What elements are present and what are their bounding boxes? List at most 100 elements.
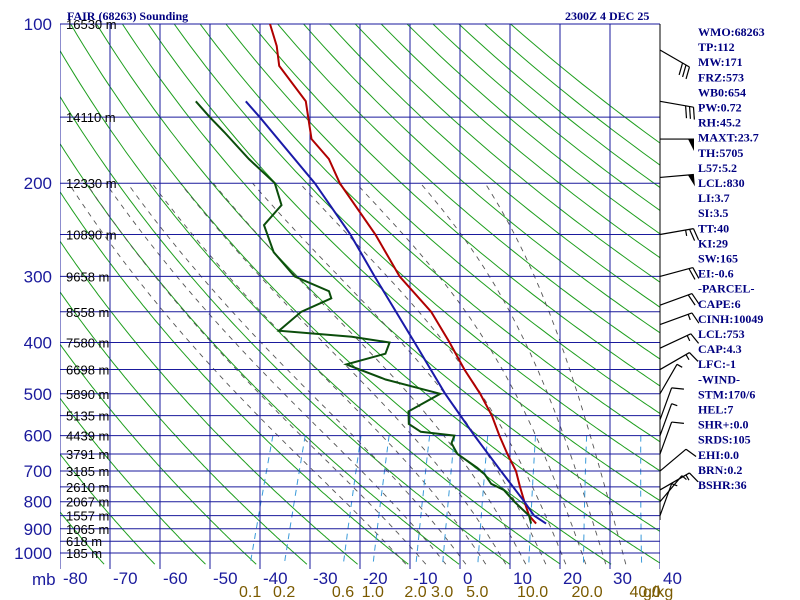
height-label: 5135 m: [66, 409, 109, 424]
wind-barb-staff: [659, 49, 690, 68]
sounding-time: 2300Z 4 DEC 25: [565, 9, 649, 23]
temperature-tick-label: -10: [413, 569, 438, 588]
dry-adiabat: [303, 24, 660, 334]
temperature-tick-label: -70: [113, 569, 138, 588]
index-line: BRN:0.2: [698, 463, 742, 477]
wind-barb-flag: [688, 229, 696, 241]
index-line: L57:5.2: [698, 161, 737, 175]
dry-adiabat: [60, 453, 156, 565]
dry-adiabat: [354, 24, 660, 283]
temperature-tick-label: -50: [213, 569, 238, 588]
mixing-ratio-label: 0.1: [239, 584, 261, 600]
wind-barb-half-flag: [686, 335, 691, 342]
index-line: SHR+:0.0: [698, 418, 749, 432]
wind-barb-half-flag: [685, 354, 690, 361]
wind-barb-staff: [659, 483, 673, 516]
height-label: 10890 m: [66, 228, 117, 243]
wind-barb: [659, 228, 700, 241]
wind-barb-flag: [678, 62, 684, 76]
index-line: -PARCEL-: [698, 282, 754, 296]
mixing-ratio-label: 10.0: [517, 584, 548, 600]
wind-barb-flag: [689, 472, 699, 483]
index-line: TP:112: [698, 40, 735, 54]
dry-adiabat: [60, 397, 206, 565]
wind-barb-staff: [659, 448, 687, 472]
wind-barb: [659, 292, 700, 306]
height-label: 1065 m: [66, 522, 109, 537]
moist-adiabat: [105, 182, 447, 565]
index-line: MAXT:23.7: [698, 131, 759, 145]
dry-adiabat: [60, 343, 257, 565]
height-label: 14110 m: [66, 110, 116, 125]
wind-barb-staff: [659, 333, 692, 349]
dry-adiabat: [60, 142, 460, 565]
pressure-tick-label: 800: [24, 493, 52, 512]
mixing-ratio-label: 5.0: [466, 584, 488, 600]
mixing-ratio-label: 20.0: [572, 584, 603, 600]
wind-barb: [659, 352, 699, 371]
pressure-tick-label: 200: [24, 174, 52, 193]
wind-barb-flag: [685, 66, 691, 80]
dewpoint-profile: [195, 100, 533, 524]
index-line: RH:45.2: [698, 116, 741, 130]
wind-barb-flag: [691, 312, 700, 324]
dry-adiabat: [329, 24, 660, 308]
wind-barb-flag: [690, 333, 700, 344]
wind-barb-flag: [692, 228, 700, 241]
moist-adiabat: [86, 182, 427, 565]
wind-barb: [659, 475, 687, 503]
height-label: 618 m: [66, 534, 102, 549]
wind-barb-half-flag: [687, 314, 691, 321]
mixing-ratio-line: [283, 435, 306, 565]
wind-barb: [659, 448, 697, 472]
wind-barb-flag: [671, 421, 684, 424]
wind-barb: [659, 333, 700, 349]
moist-adiabat: [299, 182, 567, 565]
height-label: 2610 m: [66, 480, 109, 495]
dry-adiabat: [380, 24, 660, 259]
dry-adiabat: [277, 24, 660, 360]
mixing-ratio-line: [477, 435, 489, 565]
wind-barb: [659, 100, 695, 120]
index-line: STM:170/6: [698, 387, 755, 401]
dry-adiabat: [60, 49, 561, 565]
mixing-ratio-line: [640, 435, 643, 565]
wind-barb-staff: [659, 267, 693, 277]
dry-adiabat: [96, 24, 660, 564]
mixing-ratio-line: [415, 435, 431, 565]
mixing-ratio-lines: [249, 435, 643, 565]
mixing-ratio-line: [583, 435, 588, 565]
index-line: -WIND-: [698, 372, 740, 386]
index-line: TH:5705: [698, 146, 743, 160]
dry-adiabat: [60, 240, 358, 565]
height-label: 6698 m: [66, 363, 109, 378]
wind-barb: [659, 421, 684, 455]
wind-barb-flag: [671, 387, 684, 390]
wind-barb-flag: [692, 267, 700, 279]
wind-barb-staff: [659, 312, 693, 326]
parcel-profile: [245, 100, 547, 525]
dry-adiabat: [251, 24, 660, 387]
moist-adiabat: [151, 182, 487, 565]
moist-adiabat: [484, 182, 627, 565]
wind-barb-half-flag: [671, 403, 678, 407]
index-line: EHI:0.0: [698, 448, 739, 462]
wind-barb-staff: [659, 352, 690, 371]
wind-barb-staff: [659, 364, 678, 395]
moist-adiabat: [127, 182, 467, 565]
index-line: LCL:753: [698, 327, 745, 341]
temperature-profile: [269, 24, 537, 525]
height-label: 8558 m: [66, 305, 109, 320]
index-line: CAP:4.3: [698, 342, 742, 356]
pressure-tick-label: 400: [24, 333, 52, 352]
wind-barb: [659, 267, 700, 280]
index-line: SRDS:105: [698, 433, 751, 447]
index-line: BSHR:36: [698, 478, 747, 492]
wind-barb-pennant: [688, 139, 694, 152]
mixing-ratio-unit-label: g/kg: [643, 584, 673, 600]
wind-barb-flag: [689, 352, 699, 362]
isobars: [60, 23, 660, 554]
wind-barb-flag: [691, 293, 700, 305]
wind-barb-half-flag: [685, 229, 688, 237]
